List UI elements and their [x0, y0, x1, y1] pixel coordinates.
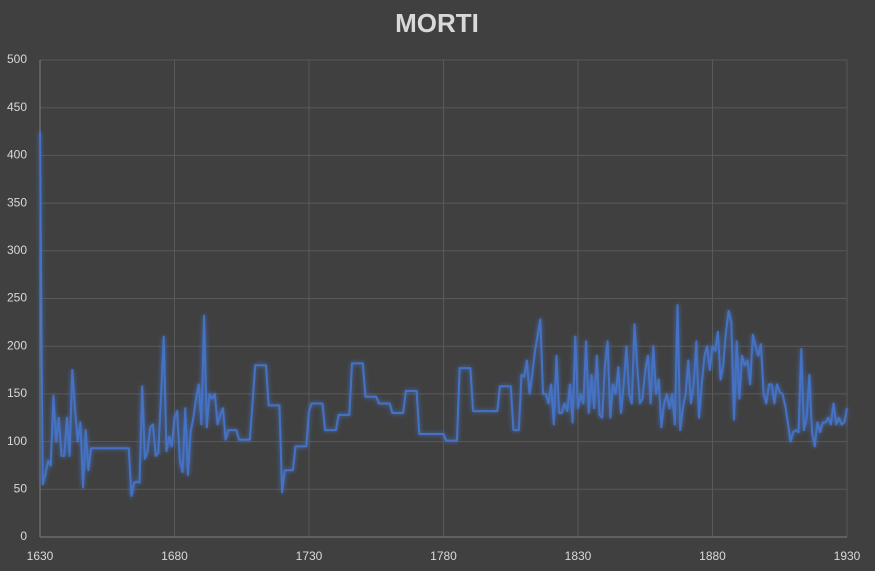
y-tick-label: 350	[7, 195, 27, 209]
y-tick-label: 0	[20, 529, 27, 543]
x-tick-label: 1630	[27, 549, 54, 563]
y-tick-label: 500	[7, 52, 27, 66]
y-tick-label: 250	[7, 291, 27, 305]
x-tick-label: 1830	[565, 549, 592, 563]
y-tick-label: 450	[7, 100, 27, 114]
grid	[39, 59, 848, 538]
x-tick-label: 1730	[296, 549, 323, 563]
y-tick-label: 300	[7, 243, 27, 257]
x-tick-label: 1780	[430, 549, 457, 563]
data-line	[39, 131, 848, 497]
y-tick-label: 400	[7, 148, 27, 162]
y-tick-label: 50	[14, 481, 28, 495]
x-tick-label: 1930	[834, 549, 861, 563]
x-tick-label: 1880	[699, 549, 726, 563]
y-tick-label: 100	[7, 434, 27, 448]
y-tick-label: 150	[7, 386, 27, 400]
y-tick-label: 200	[7, 338, 27, 352]
plot	[39, 131, 848, 497]
x-tick-label: 1680	[161, 549, 188, 563]
chart-title: MORTI	[395, 8, 479, 38]
tick-labels: 0 50 100 150 200 250 300 350 400 450 500 1630 1680 17…	[7, 52, 861, 563]
